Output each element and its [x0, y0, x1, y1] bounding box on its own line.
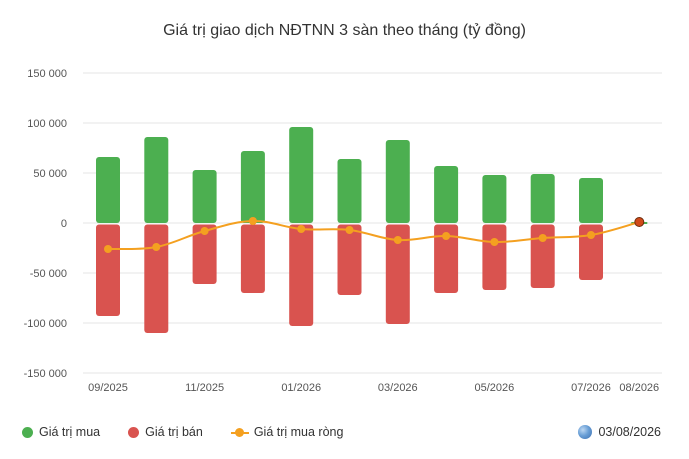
net-point — [538, 234, 547, 242]
net-point — [442, 232, 451, 240]
net-point — [490, 238, 499, 246]
legend-net-marker — [230, 427, 249, 438]
net-point — [152, 243, 161, 251]
buy-bar — [434, 166, 459, 223]
chart-title: Giá trị giao dịch NĐTNN 3 sàn theo tháng… — [163, 22, 526, 39]
legend-sell-label: Giá trị bán — [145, 425, 203, 439]
sell-bar — [144, 224, 169, 333]
buy-bar — [337, 159, 362, 223]
x-tick-label: 11/2025 — [185, 382, 224, 394]
sell-bar — [434, 224, 459, 293]
x-tick-label: 08/2026 — [619, 382, 659, 394]
buy-bar — [240, 151, 265, 223]
sell-bar — [482, 224, 507, 290]
globe-icon — [578, 425, 593, 439]
date-stamp: 03/08/2026 — [578, 425, 661, 439]
net-point — [104, 245, 112, 253]
y-tick-label: -100 000 — [24, 318, 67, 330]
legend-buy-label: Giá trị mua — [39, 425, 101, 439]
net-point — [345, 226, 354, 234]
legend-item-buy[interactable]: Giá trị mua — [22, 425, 100, 439]
buy-bar — [579, 178, 603, 223]
y-tick-label: 150 000 — [27, 68, 67, 80]
net-point — [200, 227, 209, 235]
sell-bar — [96, 224, 120, 316]
sell-bar — [530, 224, 555, 288]
buy-bar — [482, 175, 507, 223]
buy-bar — [385, 140, 410, 223]
net-point — [634, 217, 645, 227]
sell-bar — [385, 224, 410, 324]
buy-bar — [192, 170, 217, 223]
y-tick-label: 50 000 — [33, 168, 67, 180]
y-tick-label: -150 000 — [24, 368, 67, 380]
buy-bar — [144, 137, 169, 223]
grid-lines — [83, 72, 662, 374]
bars — [96, 127, 648, 333]
legend-item-sell[interactable]: Giá trị bán — [128, 425, 203, 439]
buy-bar — [96, 157, 120, 223]
sell-bar — [579, 224, 603, 280]
legend-sell-marker — [128, 426, 140, 438]
net-point — [587, 231, 595, 239]
net-point — [393, 236, 402, 244]
legend-item-net[interactable]: Giá trị mua ròng — [230, 425, 344, 439]
x-tick-label: 01/2026 — [281, 382, 321, 394]
sell-bar — [240, 224, 265, 293]
y-tick-label: 0 — [61, 218, 67, 230]
x-tick-label: 05/2026 — [475, 382, 515, 394]
sell-bar — [192, 224, 217, 284]
buy-bar — [530, 174, 555, 223]
sell-bar — [337, 224, 362, 295]
date-text: 03/08/2026 — [598, 425, 661, 439]
x-axis-ticks: 09/2025 11/2025 01/2026 03/2026 05/2026 07/20… — [88, 382, 659, 394]
x-tick-label: 09/2025 — [88, 382, 128, 394]
x-tick-label: 07/2026 — [571, 382, 611, 394]
y-tick-label: -50 000 — [30, 268, 67, 280]
legend-net-label: Giá trị mua ròng — [253, 425, 344, 439]
buy-bar — [289, 127, 314, 223]
sell-bar — [289, 224, 314, 326]
legend: Giá trị mua Giá trị bán Giá trị mua ròng — [22, 425, 371, 439]
y-axis-ticks: 150 000 100 000 50 000 0 -50 000 -100 000 -150… — [24, 68, 67, 380]
legend-buy-marker — [22, 426, 33, 438]
y-tick-label: 100 000 — [27, 118, 67, 130]
net-point — [248, 217, 257, 225]
net-point — [297, 225, 306, 233]
x-tick-label: 03/2026 — [378, 382, 418, 394]
net-line — [104, 217, 645, 253]
net-line-path — [107, 219, 640, 251]
